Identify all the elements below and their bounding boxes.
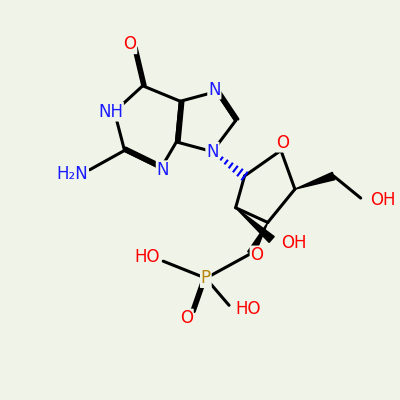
Text: HO: HO [235,300,260,318]
Text: N: N [208,81,220,99]
Text: O: O [180,310,193,328]
Text: N: N [157,161,169,179]
Text: O: O [124,35,136,53]
Text: P: P [201,269,211,287]
Text: H₂N: H₂N [56,165,88,183]
Text: N: N [206,143,219,161]
Text: NH: NH [98,103,123,121]
Polygon shape [295,172,335,189]
Text: O: O [250,246,264,264]
Text: OH: OH [370,191,396,209]
Polygon shape [236,208,274,242]
Text: O: O [276,134,289,152]
Text: OH: OH [281,234,307,252]
Text: HO: HO [134,248,160,266]
Polygon shape [248,222,268,255]
